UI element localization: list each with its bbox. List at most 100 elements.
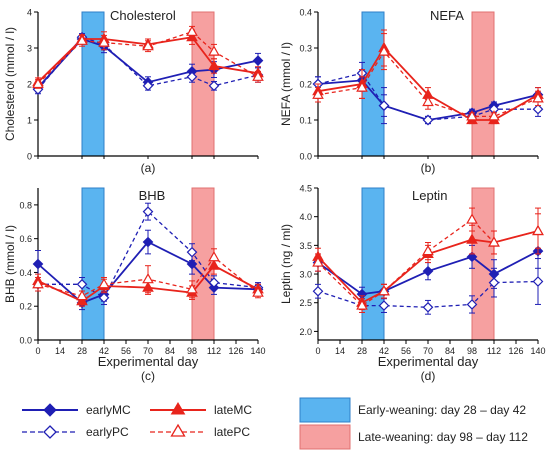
x-tick-label: 0 xyxy=(35,346,40,356)
legend-marker-latePC xyxy=(170,423,186,437)
data-point-latePC xyxy=(98,36,110,47)
data-point-latePC xyxy=(252,70,264,81)
y-tick-label: 0.8 xyxy=(19,200,32,210)
x-tick-label: 126 xyxy=(228,346,243,356)
x-tick-label: 28 xyxy=(357,346,367,356)
legend-item-earlyPC: earlyPC xyxy=(22,425,129,439)
data-point-latePC xyxy=(208,251,220,262)
y-tick-label: 2.0 xyxy=(299,327,312,337)
x-tick-label: 70 xyxy=(423,346,433,356)
x-tick-label: 56 xyxy=(121,346,131,356)
data-point-lateMC xyxy=(466,233,478,244)
data-point-earlyMC xyxy=(142,236,154,248)
legend-item-earlyMC: earlyMC xyxy=(22,403,131,417)
x-tick-label: 84 xyxy=(445,346,455,356)
y-tick-label: 3 xyxy=(27,44,32,54)
y-tick-label: 0.2 xyxy=(299,80,312,90)
y-tick-label: 0.4 xyxy=(299,8,312,18)
data-point-latePC xyxy=(532,92,544,103)
data-point-earlyPC xyxy=(532,276,544,287)
x-tick-label: 14 xyxy=(55,346,65,356)
data-point-earlyPC xyxy=(312,285,324,297)
data-point-latePC xyxy=(186,25,198,36)
y-tick-label: 4.0 xyxy=(299,212,312,222)
series-latePC xyxy=(312,207,544,313)
data-point-latePC xyxy=(312,88,324,99)
legend-marker-lateMC xyxy=(170,402,186,415)
data-point-earlyPC xyxy=(186,71,198,83)
y-tick-label: 0.3 xyxy=(299,44,312,54)
x-tick-label: 112 xyxy=(207,346,221,356)
legend-label-lateMC: lateMC xyxy=(214,403,252,417)
data-point-earlyMC xyxy=(252,55,264,66)
legend-marker-earlyPC xyxy=(43,425,57,439)
data-point-latePC xyxy=(488,236,500,247)
x-tick-label: 112 xyxy=(487,346,501,356)
x-tick-label: 0 xyxy=(315,346,320,356)
x-tick-label: 84 xyxy=(165,346,175,356)
legend-label-late-weaning: Late-weaning: day 98 – day 112 xyxy=(358,430,528,444)
legend-label-latePC: latePC xyxy=(214,425,250,439)
x-tick-label: 98 xyxy=(467,346,477,356)
panel-label: (c) xyxy=(141,369,155,383)
x-tick-label: 42 xyxy=(379,346,389,356)
data-point-earlyPC xyxy=(422,114,434,126)
data-point-latePC xyxy=(76,34,88,45)
data-point-earlyMC xyxy=(466,251,478,263)
y-tick-label: 3.0 xyxy=(299,270,312,280)
data-point-latePC xyxy=(312,256,324,267)
chart-title: Leptin xyxy=(412,188,447,203)
chart-panel-leptin: 2.0 2.5 3.0 3.5 4.0 4.5 0 14 28 42 56 70 84 98 112 126 1… xyxy=(279,184,546,384)
y-axis-label: NEFA (mmol / l) xyxy=(279,42,293,126)
data-point-latePC xyxy=(422,95,434,107)
y-tick-label: 2.5 xyxy=(299,298,312,308)
x-tick-label: 140 xyxy=(530,346,545,356)
y-tick-label: 0.4 xyxy=(19,268,32,278)
legend-window-late: Late-weaning: day 98 – day 112 xyxy=(299,424,528,450)
panel-label: (d) xyxy=(421,369,436,383)
data-point-earlyPC xyxy=(488,277,500,288)
panel-label: (a) xyxy=(141,161,156,175)
data-point-latePC xyxy=(466,213,478,224)
late-weaning-window xyxy=(471,11,495,157)
y-tick-label: 0 xyxy=(27,152,32,162)
chart-panel-cholesterol: 0 1 2 3 4 Cholesterol (mmol / l) Cholesterol (a… xyxy=(3,8,264,175)
x-tick-label: 140 xyxy=(250,346,265,356)
data-point-earlyPC xyxy=(378,100,390,111)
data-point-earlyPC xyxy=(142,206,154,217)
y-tick-label: 0.0 xyxy=(19,336,32,346)
data-point-earlyPC xyxy=(208,277,220,288)
series-latePC xyxy=(32,25,264,89)
data-point-latePC xyxy=(356,299,368,310)
x-axis-label: Experimental day xyxy=(98,354,199,369)
early-weaning-window xyxy=(361,187,385,341)
chart-panel-nefa: 0.0 0.1 0.2 0.3 0.4 NEFA (mmol / l) NEFA (b) xyxy=(279,8,544,175)
x-tick-label: 98 xyxy=(187,346,197,356)
data-point-latePC xyxy=(532,224,544,236)
data-point-latePC xyxy=(32,77,44,89)
legend-label-earlyMC: earlyMC xyxy=(86,403,131,417)
legend-swatch-early-weaning xyxy=(299,397,351,423)
y-tick-label: 0.6 xyxy=(19,234,32,244)
x-tick-label: 28 xyxy=(77,346,87,356)
panel-label: (b) xyxy=(421,161,436,175)
y-tick-label: 4.5 xyxy=(299,184,312,194)
y-tick-label: 1 xyxy=(27,116,32,126)
series-latePC xyxy=(312,33,544,121)
legend-label-earlyPC: earlyPC xyxy=(86,425,129,439)
y-tick-label: 3.5 xyxy=(299,241,312,251)
y-axis-label: BHB (mmol / l) xyxy=(3,225,17,303)
legend-window-early: Early-weaning: day 28 – day 42 xyxy=(299,397,526,423)
series-latePC xyxy=(32,248,264,302)
data-point-earlyPC xyxy=(466,299,478,310)
chart-title: BHB xyxy=(139,188,166,203)
data-point-latePC xyxy=(466,110,478,121)
series-legend: earlyMC lateMC earlyPC latePC xyxy=(22,402,252,439)
data-point-earlyPC xyxy=(98,292,110,304)
early-weaning-window xyxy=(81,11,105,157)
y-tick-label: 0.0 xyxy=(299,152,312,162)
x-tick-label: 126 xyxy=(508,346,523,356)
data-point-earlyPC xyxy=(422,301,434,313)
legend-swatch-late-weaning xyxy=(299,424,351,450)
y-axis-label: Leptin (ng / ml) xyxy=(279,224,293,304)
